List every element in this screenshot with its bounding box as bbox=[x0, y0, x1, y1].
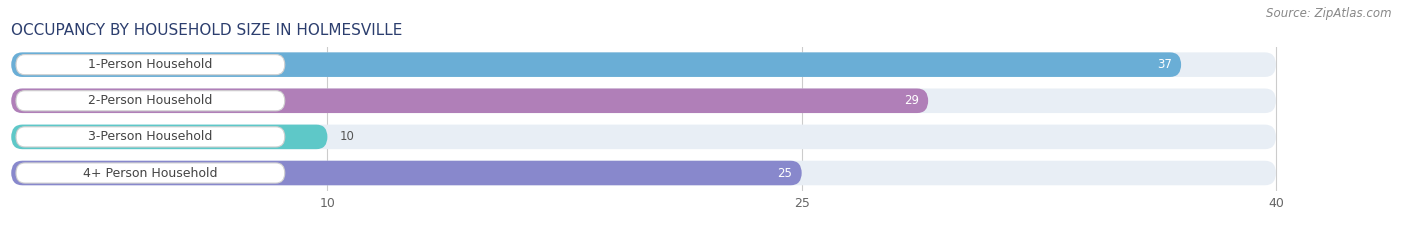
FancyBboxPatch shape bbox=[11, 89, 1277, 113]
Text: 10: 10 bbox=[340, 130, 354, 143]
Text: 3-Person Household: 3-Person Household bbox=[89, 130, 212, 143]
FancyBboxPatch shape bbox=[11, 161, 801, 185]
Text: 37: 37 bbox=[1157, 58, 1171, 71]
Text: 4+ Person Household: 4+ Person Household bbox=[83, 167, 218, 179]
Text: 2-Person Household: 2-Person Household bbox=[89, 94, 212, 107]
FancyBboxPatch shape bbox=[11, 52, 1277, 77]
FancyBboxPatch shape bbox=[15, 91, 285, 111]
FancyBboxPatch shape bbox=[11, 52, 1181, 77]
FancyBboxPatch shape bbox=[11, 89, 928, 113]
Text: 1-Person Household: 1-Person Household bbox=[89, 58, 212, 71]
FancyBboxPatch shape bbox=[11, 125, 328, 149]
FancyBboxPatch shape bbox=[15, 163, 285, 183]
Text: Source: ZipAtlas.com: Source: ZipAtlas.com bbox=[1267, 7, 1392, 20]
Text: 29: 29 bbox=[904, 94, 918, 107]
FancyBboxPatch shape bbox=[11, 161, 1277, 185]
Text: OCCUPANCY BY HOUSEHOLD SIZE IN HOLMESVILLE: OCCUPANCY BY HOUSEHOLD SIZE IN HOLMESVIL… bbox=[11, 24, 402, 38]
Text: 25: 25 bbox=[778, 167, 792, 179]
FancyBboxPatch shape bbox=[15, 55, 285, 75]
FancyBboxPatch shape bbox=[11, 125, 1277, 149]
FancyBboxPatch shape bbox=[15, 127, 285, 147]
